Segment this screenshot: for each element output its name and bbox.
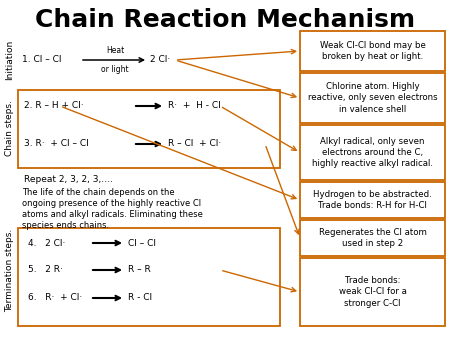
Text: Initiation: Initiation xyxy=(5,40,14,80)
Text: R – Cl  + Cl·: R – Cl + Cl· xyxy=(168,140,221,148)
Text: R - Cl: R - Cl xyxy=(128,293,152,303)
Text: or light: or light xyxy=(101,65,129,74)
Bar xyxy=(300,125,445,180)
Text: 6.   R·  + Cl·: 6. R· + Cl· xyxy=(28,293,82,303)
Text: Chain Reaction Mechanism: Chain Reaction Mechanism xyxy=(35,8,415,32)
Text: Repeat 2, 3, 2, 3,….: Repeat 2, 3, 2, 3,…. xyxy=(24,175,113,184)
Text: 2. R – H + Cl·: 2. R – H + Cl· xyxy=(24,101,84,111)
Text: Cl – Cl: Cl – Cl xyxy=(128,239,156,247)
Bar xyxy=(18,228,280,326)
Text: 4.   2 Cl·: 4. 2 Cl· xyxy=(28,239,65,247)
Bar xyxy=(300,182,445,218)
Text: Alkyl radical, only seven
electrons around the C,
highly reactive alkyl radical.: Alkyl radical, only seven electrons arou… xyxy=(312,137,433,168)
Text: 5.   2 R·: 5. 2 R· xyxy=(28,266,63,274)
Bar xyxy=(300,73,445,123)
Text: R·  +  H - Cl: R· + H - Cl xyxy=(168,101,221,111)
Text: Chlorine atom. Highly
reactive, only seven electrons
in valence shell: Chlorine atom. Highly reactive, only sev… xyxy=(308,82,437,114)
Text: The life of the chain depends on the
ongoing presence of the highly reactive Cl
: The life of the chain depends on the ong… xyxy=(22,188,203,230)
Text: 3. R·  + Cl – Cl: 3. R· + Cl – Cl xyxy=(24,140,89,148)
Bar xyxy=(300,220,445,256)
Text: 1. Cl – Cl: 1. Cl – Cl xyxy=(22,55,62,65)
Text: Trade bonds:
weak Cl-Cl for a
stronger C-Cl: Trade bonds: weak Cl-Cl for a stronger C… xyxy=(338,276,406,308)
Text: Chain steps.: Chain steps. xyxy=(5,100,14,156)
Text: R – R: R – R xyxy=(128,266,151,274)
Bar xyxy=(300,31,445,71)
Text: Termination steps.: Termination steps. xyxy=(5,228,14,312)
Text: Heat: Heat xyxy=(106,46,124,55)
Text: Hydrogen to be abstracted.
Trade bonds: R-H for H-Cl: Hydrogen to be abstracted. Trade bonds: … xyxy=(313,190,432,210)
Bar xyxy=(18,90,280,168)
Text: Weak Cl-Cl bond may be
broken by heat or light.: Weak Cl-Cl bond may be broken by heat or… xyxy=(320,41,425,61)
Text: Regenerates the Cl atom
used in step 2: Regenerates the Cl atom used in step 2 xyxy=(319,228,427,248)
Text: 2 Cl·: 2 Cl· xyxy=(150,55,170,65)
Bar xyxy=(300,258,445,326)
